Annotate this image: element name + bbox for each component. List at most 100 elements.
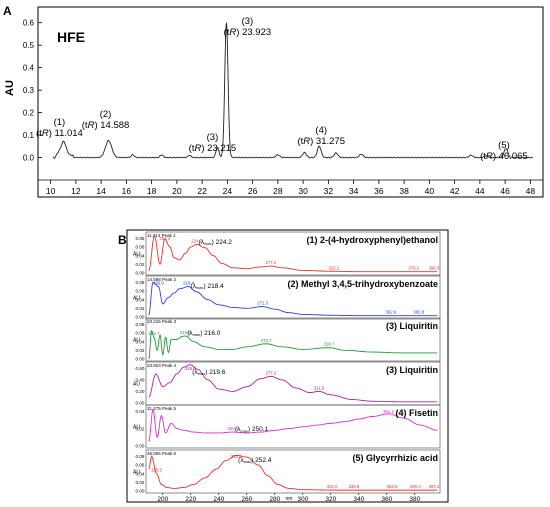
x-tick-label: 34 [349, 186, 359, 196]
uv-spectrum-subplot: 23.923 Peak 4 AU 0.60 0.40 0.20 0.00 219.6 277.… [133, 361, 441, 406]
subplot-y-tick: 0.06 [136, 289, 145, 294]
peak-wavelength-label: 219.6 [185, 366, 196, 371]
peak-wavelength-label: 379.2 [408, 266, 419, 271]
subplot-frame [145, 317, 441, 362]
lambda-max-callout: (λmax) 252.4 [238, 457, 272, 464]
lambda-max-callout: (λmax) 218.4 [191, 283, 225, 290]
compound-name: (4) Fisetin [395, 408, 438, 418]
x-tick-label: 18 [147, 186, 157, 196]
uv-spectrum-subplot: 46.065 Peak 6 AU 0.08 0.06 0.04 0.02 0.00 195.5… [133, 449, 441, 494]
x-tick-label: 42 [450, 186, 460, 196]
subplot-y-tick: 0.02 [136, 262, 145, 267]
peak-wavelength-label: 361.1 [383, 409, 394, 414]
lambda-max-callout: (λmax) 219.6 [192, 369, 226, 376]
subplot-frame [145, 404, 441, 449]
retention-time: (tR) 14.588 [82, 120, 130, 131]
uv-spectrum-subplot: 11.014 Peak 1 AU 0.08 0.06 0.04 0.02 0.00 201.4… [133, 231, 441, 276]
spectrum-header: 11.014 Peak 1 [147, 233, 176, 238]
x-tick-label: 38 [399, 186, 409, 196]
peak-annotation: (3)(tR) 23.923 [224, 16, 272, 38]
uv-spectrum-line [148, 408, 438, 442]
compound-name: (1) 2-(4-hydroxyphenyl)ethanol [306, 235, 438, 245]
peak-wavelength-label: 195.5 [151, 468, 162, 473]
sample-label: HFE [57, 29, 85, 45]
uv-x-axis-label: nm [286, 496, 293, 502]
x-tick-label: 22 [197, 186, 207, 196]
subplot-y-label: AU [133, 470, 140, 476]
subplot-y-tick: 0.06 [136, 245, 145, 250]
x-tick-label: 14 [96, 186, 106, 196]
uv-x-tick-label: 300 [297, 496, 308, 503]
peak-wavelength-label: 273.7 [261, 338, 272, 343]
uv-spectrum-line [148, 364, 438, 403]
spectrum-header: 23.923 Peak 4 [147, 363, 177, 368]
peak-wavelength-label: 196.9 [153, 281, 164, 286]
subplot-y-tick: 0.08 [136, 280, 145, 285]
uv-x-tick-label: 320 [325, 496, 336, 503]
peak-wavelength-label: 380.4 [410, 484, 421, 489]
chromatogram-panel: HFE AU 0.0 0.1 0.2 0.3 0.4 0.5 0.6 10 12 14 16 18 2… [4, 6, 544, 198]
retention-time: (tR) 23.923 [224, 27, 272, 38]
y-tick-label: 0.3 [23, 86, 35, 95]
spectrum-header: 46.065 Peak 6 [147, 451, 177, 456]
uv-spectra-panel: 11.014 Peak 1 AU 0.08 0.06 0.04 0.02 0.00 201.4… [133, 231, 441, 494]
peak-annotation: (3)(tR) 23.215 [189, 132, 237, 154]
uv-spectrum-line [148, 235, 438, 273]
uv-spectrum-line [148, 454, 438, 491]
subplot-y-tick: 0.08 [136, 322, 145, 327]
x-tick-label: 12 [71, 186, 81, 196]
y-axis-ticks: 0.0 0.1 0.2 0.3 0.4 0.5 0.6 [23, 19, 42, 163]
y-axis-label: AU [4, 80, 16, 96]
x-tick-label: 46 [500, 186, 510, 196]
subplot-y-tick: 0.00 [136, 271, 145, 276]
peak-annotation: (4)(tR) 31.275 [297, 125, 345, 147]
x-tick-label: 48 [526, 186, 536, 196]
subplot-y-tick: 0.00 [136, 401, 145, 406]
uv-x-tick-label: 200 [157, 496, 168, 503]
peak-annotation: (2)(tR) 14.588 [82, 109, 130, 131]
peak-wavelength-label: 322.2 [328, 265, 339, 270]
subplot-y-tick: 0.08 [136, 454, 145, 459]
x-tick-label: 16 [122, 186, 132, 196]
retention-time: (tR) 31.275 [297, 136, 345, 147]
peak-wavelength-label: 216.0 [180, 330, 191, 335]
x-tick-label: 26 [248, 186, 258, 196]
subplot-y-tick: 0.04 [136, 253, 145, 258]
uv-x-tick-label: 280 [269, 496, 280, 503]
subplot-y-tick: 0.04 [136, 297, 145, 302]
subplot-frame [145, 231, 441, 276]
peak-wavelength-label: 250.1 [228, 426, 239, 431]
uv-x-tick-label: 360 [381, 496, 392, 503]
y-tick-label: 0.4 [23, 64, 35, 73]
uv-spectrum-subplot: 14.588 Peak 2 AU 0.08 0.06 0.04 0.02 0.00 196.9… [133, 275, 441, 320]
uv-x-tick-label: 380 [409, 496, 420, 503]
lambda-max-callout: (λmax) 224.2 [199, 239, 233, 246]
spectrum-header: 14.588 Peak 2 [147, 277, 177, 282]
subplot-y-tick: 0.00 [136, 489, 145, 494]
subplot-frame [145, 275, 441, 320]
subplot-y-label: AU [133, 425, 140, 431]
subplot-y-tick: 0.04 [136, 471, 145, 476]
subplot-y-tick: 0.60 [136, 366, 145, 371]
peak-wavelength-label: 311.5 [314, 385, 325, 390]
uv-spectrum-subplot: 23.215 Peak 3 AU 0.08 0.06 0.04 0.02 0.00 193.7… [133, 317, 441, 362]
subplot-y-tick: 0.00 [136, 315, 145, 320]
subplot-y-tick: 0.02 [136, 348, 145, 353]
x-tick-label: 20 [172, 186, 182, 196]
subplot-frame [145, 449, 441, 494]
subplot-y-tick: 0.40 [136, 377, 145, 382]
y-tick-label: 0.6 [23, 19, 35, 28]
peak-wavelength-label: 252.4 [231, 454, 242, 459]
subplot-y-tick: 0.02 [136, 480, 145, 485]
peak-wavelength-label: 271.3 [257, 301, 268, 306]
subplot-y-tick: 0.02 [136, 306, 145, 311]
uv-x-tick-label: 260 [241, 496, 252, 503]
lambda-max-callout: (λmax) 250.1 [235, 426, 269, 433]
peak-wavelength-label: 362.9 [385, 310, 396, 315]
peak-wavelength-label: 382.8 [413, 310, 424, 315]
peak-wavelength-label: 336.5 [349, 484, 360, 489]
peak-number: (4) [315, 125, 327, 136]
y-tick-label: 0.0 [23, 154, 35, 163]
subplot-y-label: AU [133, 252, 140, 258]
uv-x-tick-label: 220 [185, 496, 196, 503]
